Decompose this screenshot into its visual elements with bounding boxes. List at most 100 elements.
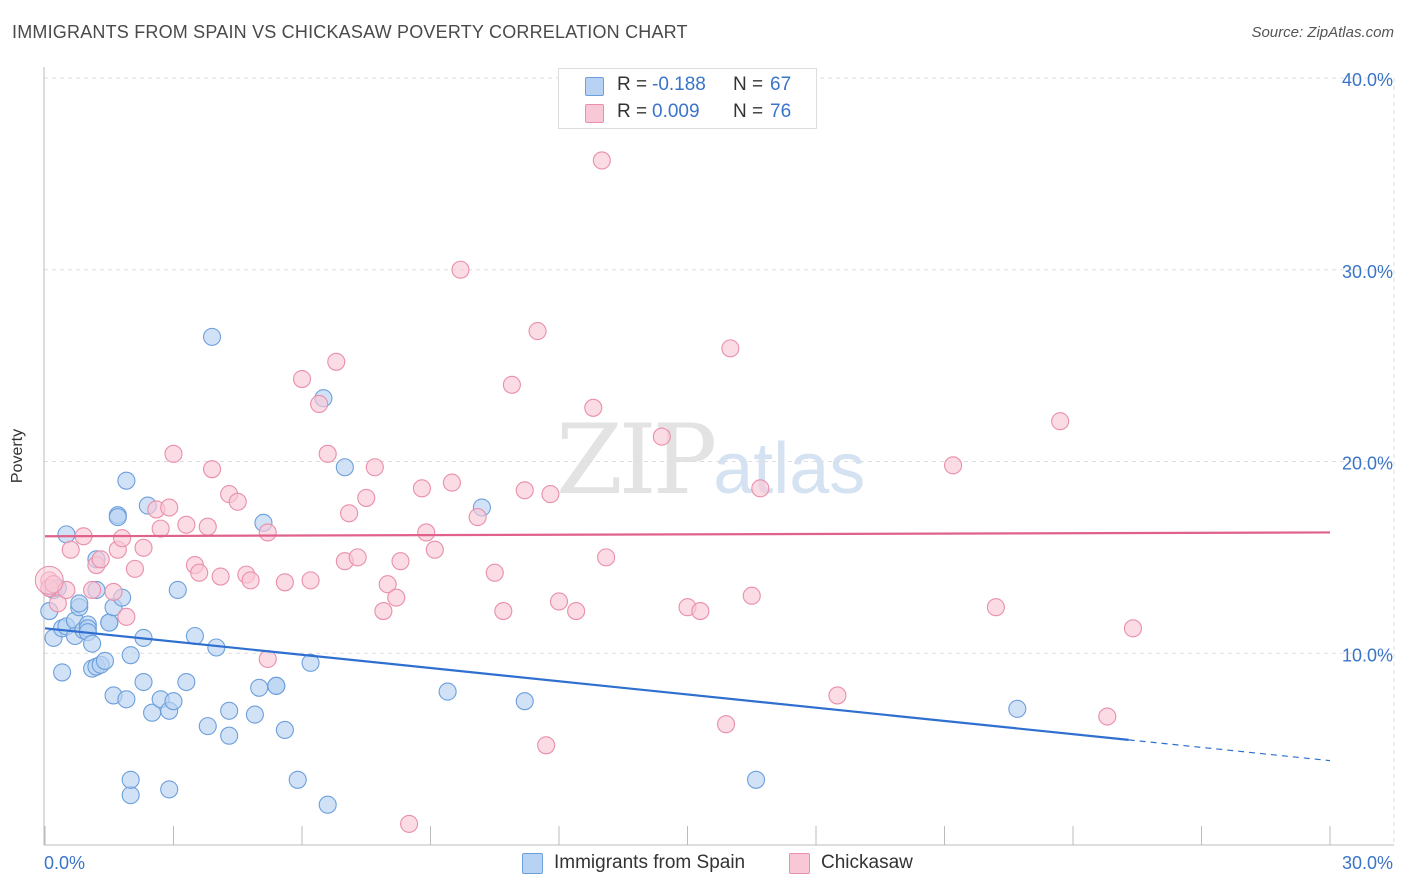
point-immigrants-from-spain [301, 653, 320, 672]
point-chickasaw [451, 260, 470, 279]
point-immigrants-from-spain [177, 672, 196, 692]
n-value: 67 [770, 74, 792, 95]
point-immigrants-from-spain [134, 672, 153, 692]
point-chickasaw [310, 394, 329, 414]
point-chickasaw [494, 602, 513, 621]
point-chickasaw [1098, 707, 1117, 726]
point-chickasaw [117, 607, 136, 626]
point-immigrants-from-spain [121, 646, 140, 665]
stats-row-chickasaw: R = 0.009 N = 76 [559, 101, 816, 127]
point-chickasaw [485, 563, 504, 582]
point-immigrants-from-spain [185, 626, 204, 646]
point-immigrants-from-spain [95, 651, 115, 670]
point-immigrants-from-spain [515, 692, 534, 711]
point-chickasaw [340, 504, 359, 523]
point-chickasaw [125, 559, 144, 578]
point-chickasaw [442, 473, 461, 492]
point-chickasaw-large [34, 565, 64, 595]
point-immigrants-from-spain [100, 613, 119, 632]
x-tick-label: 30.0% [1342, 853, 1393, 873]
y-tick-label: 30.0% [1342, 262, 1393, 282]
point-chickasaw [716, 715, 736, 734]
point-immigrants-from-spain [288, 770, 307, 789]
point-chickasaw [91, 550, 110, 569]
point-chickasaw [378, 575, 397, 594]
y-tick-label: 40.0% [1342, 70, 1393, 90]
point-chickasaw [567, 602, 586, 621]
point-immigrants-from-spain [160, 780, 179, 799]
point-immigrants-from-spain [164, 692, 183, 711]
point-chickasaw [241, 571, 260, 590]
point-immigrants-from-spain [318, 795, 337, 814]
point-chickasaw [515, 481, 534, 500]
point-chickasaw [549, 592, 569, 611]
stats-row-spain: R = -0.188 N = 67 [559, 74, 816, 100]
point-immigrants-from-spain [57, 525, 76, 544]
trend-line-extension [1128, 739, 1331, 762]
point-immigrants-from-spain [121, 770, 140, 789]
point-chickasaw [1051, 412, 1070, 431]
point-chickasaw [468, 508, 487, 527]
n-value: 76 [770, 101, 792, 122]
point-chickasaw [1123, 619, 1143, 638]
y-tick-label: 20.0% [1342, 454, 1393, 474]
point-chickasaw [828, 686, 847, 705]
n-label: N = [733, 74, 764, 95]
point-immigrants-from-spain [250, 678, 269, 697]
legend-label-chickasaw: Chickasaw [821, 852, 913, 873]
point-immigrants-from-spain [267, 676, 286, 695]
point-chickasaw [48, 594, 67, 613]
grid-lines [44, 77, 1395, 845]
point-immigrants-from-spain [335, 458, 354, 477]
point-chickasaw [597, 548, 616, 567]
point-immigrants-from-spain [83, 634, 102, 653]
point-immigrants-from-spain [53, 663, 72, 682]
r-label: R = [617, 74, 648, 95]
point-immigrants-from-spain [746, 770, 766, 789]
point-immigrants-from-spain [220, 726, 239, 745]
y-tick-label: 10.0% [1342, 645, 1393, 665]
point-immigrants-from-spain [168, 580, 187, 600]
point-chickasaw [327, 352, 346, 371]
point-chickasaw [742, 586, 761, 605]
point-chickasaw [203, 460, 222, 479]
point-chickasaw [134, 538, 153, 557]
point-chickasaw [357, 488, 376, 507]
point-chickasaw [400, 814, 419, 833]
point-immigrants-from-spain [1008, 699, 1027, 718]
x-tick-label: 0.0% [44, 853, 85, 873]
trend-line-chickasaw [44, 531, 1331, 538]
point-chickasaw [164, 444, 183, 463]
point-chickasaw [292, 369, 312, 389]
point-chickasaw [258, 523, 277, 542]
point-chickasaw [258, 649, 277, 669]
point-immigrants-from-spain [108, 508, 127, 527]
axes [43, 67, 1394, 846]
watermark: ZIPatlas [556, 404, 865, 516]
source-note: Source: ZipAtlas.com [1251, 24, 1394, 41]
chart-title: IMMIGRANTS FROM SPAIN VS CHICKASAW POVER… [12, 22, 688, 42]
point-chickasaw [584, 398, 603, 417]
point-chickasaw [592, 151, 611, 170]
point-chickasaw [387, 588, 406, 607]
point-immigrants-from-spain [275, 720, 294, 740]
trend-lines [44, 531, 1331, 762]
point-immigrants-from-spain [121, 786, 140, 805]
point-chickasaw [751, 479, 770, 498]
point-chickasaw [113, 529, 132, 548]
spain-legend-swatch [522, 853, 543, 874]
spain-swatch [585, 77, 604, 96]
point-chickasaw [83, 580, 102, 600]
point-chickasaw [228, 492, 247, 511]
r-label: R = [617, 101, 648, 122]
point-immigrants-from-spain [198, 717, 217, 736]
point-chickasaw [61, 540, 80, 559]
point-chickasaw [275, 573, 294, 592]
point-immigrants-from-spain [117, 690, 136, 709]
point-chickasaw [391, 552, 410, 571]
legend-label-spain: Immigrants from Spain [554, 852, 746, 873]
point-chickasaw [652, 427, 671, 446]
series-chickasaw [34, 151, 1143, 833]
point-chickasaw [365, 458, 384, 477]
